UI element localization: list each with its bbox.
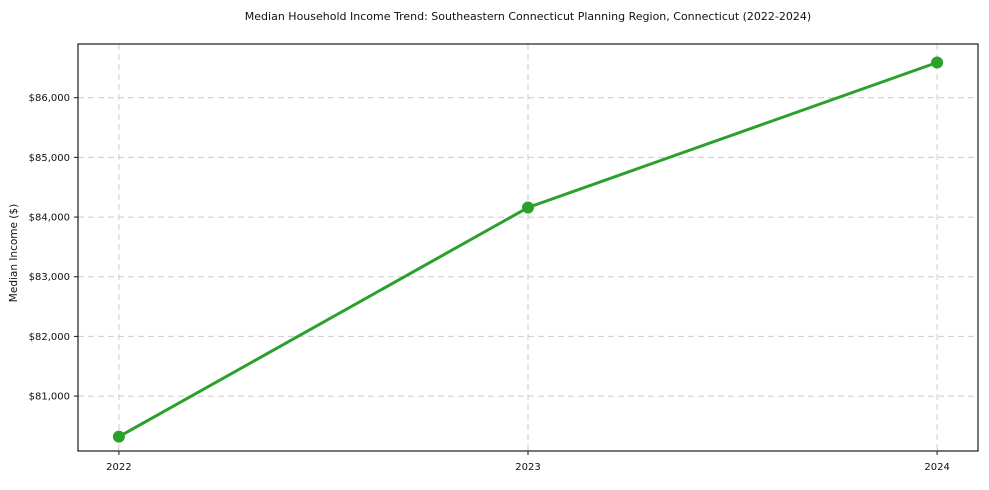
chart-title: Median Household Income Trend: Southeast…	[244, 10, 812, 23]
y-tick-label: $81,000	[29, 392, 70, 403]
y-tick-label: $85,000	[29, 153, 70, 164]
data-point-marker	[931, 56, 944, 69]
x-tick-label: 2023	[515, 462, 540, 473]
y-tick-label: $86,000	[29, 93, 70, 104]
y-tick-label: $83,000	[29, 272, 70, 283]
data-point-marker	[112, 430, 125, 443]
y-tick-label: $82,000	[29, 332, 70, 343]
x-tick-label: 2022	[106, 462, 131, 473]
data-point-marker	[522, 201, 534, 214]
x-tick-label: 2024	[924, 462, 949, 473]
y-tick-label: $84,000	[29, 213, 70, 224]
